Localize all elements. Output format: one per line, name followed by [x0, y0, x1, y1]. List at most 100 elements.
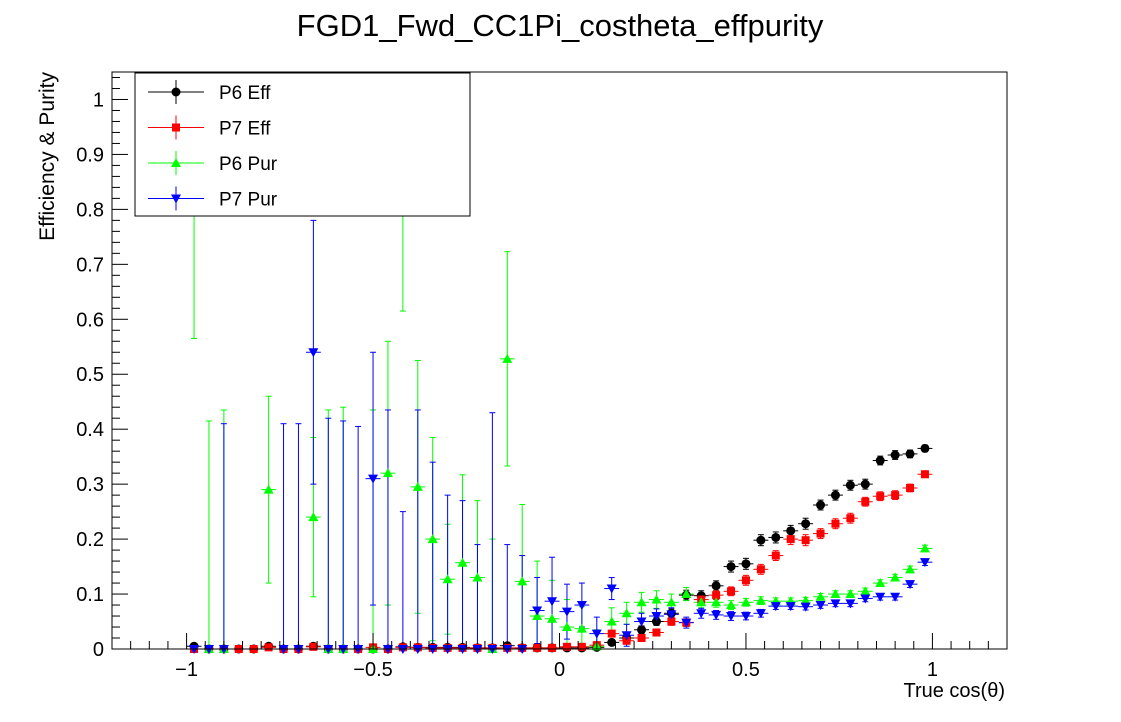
data-point — [801, 536, 810, 545]
y-tick-label: 0.4 — [76, 419, 104, 441]
data-point — [860, 479, 870, 489]
data-point — [770, 602, 781, 612]
data-point — [755, 609, 766, 619]
data-point — [876, 492, 885, 501]
y-tick-label: 0 — [93, 639, 104, 661]
data-point — [696, 597, 707, 607]
y-tick-label: 0.8 — [76, 199, 104, 221]
y-tick-label: 0.5 — [76, 364, 104, 386]
x-tick-label: 0 — [554, 659, 565, 681]
data-point — [533, 643, 542, 652]
y-tick-label: 0.3 — [76, 474, 104, 496]
y-tick-label: 0.6 — [76, 309, 104, 331]
data-point — [756, 535, 766, 545]
data-point — [382, 468, 393, 478]
x-axis: −1 −0.5 0 0.5 1 — [111, 633, 1008, 681]
data-point — [785, 602, 796, 612]
data-point — [562, 642, 571, 651]
legend-marker — [171, 158, 181, 167]
legend-box — [134, 72, 471, 217]
data-point — [830, 599, 841, 609]
data-point — [741, 576, 750, 585]
data-point — [786, 526, 796, 536]
data-point — [651, 594, 662, 604]
legend-marker — [171, 87, 181, 97]
x-tick-label: −0.5 — [353, 659, 392, 681]
data-point — [637, 625, 647, 635]
data-point — [264, 643, 273, 652]
y-axis: 0 0.1 0.2 0.3 0.4 0.5 0.6 0.7 0.8 0.9 1 — [76, 76, 128, 661]
data-point — [667, 617, 676, 626]
data-point — [591, 629, 602, 639]
data-point — [621, 631, 632, 641]
data-point — [711, 581, 721, 591]
x-axis-label: True cos(θ) — [903, 680, 1005, 702]
data-point — [740, 612, 751, 622]
legend-label: P6 Pur — [219, 154, 278, 175]
legend-marker — [172, 123, 180, 132]
y-tick-label: 0.1 — [76, 584, 104, 606]
data-point — [890, 450, 900, 460]
data-point — [651, 612, 662, 622]
data-point — [457, 557, 468, 567]
legend-marker — [171, 194, 181, 204]
data-point — [622, 636, 631, 645]
data-point — [308, 512, 319, 522]
data-point — [860, 594, 871, 604]
data-point — [532, 606, 543, 616]
data-point — [875, 592, 886, 602]
data-point — [845, 480, 855, 490]
data-point — [845, 599, 856, 609]
data-point — [577, 642, 586, 651]
data-point — [548, 643, 557, 652]
data-point — [800, 602, 811, 612]
data-point — [711, 597, 722, 607]
data-point — [726, 612, 737, 622]
y-tick-label: 0.2 — [76, 529, 104, 551]
data-point — [875, 456, 885, 466]
data-point — [816, 500, 826, 510]
data-point — [681, 589, 692, 599]
data-point — [891, 491, 900, 500]
data-point — [815, 601, 826, 611]
data-point — [547, 613, 558, 623]
data-point — [920, 443, 930, 453]
data-point — [666, 610, 677, 620]
data-point — [830, 589, 841, 599]
data-point — [919, 543, 930, 553]
data-point — [741, 559, 751, 569]
y-tick-label: 1 — [93, 89, 104, 111]
legend-label: P6 Eff — [219, 83, 271, 104]
data-point — [846, 514, 855, 523]
data-point — [815, 591, 826, 601]
data-point — [547, 597, 558, 607]
data-point — [651, 617, 661, 627]
data-point — [800, 595, 811, 605]
legend-label: P7 Eff — [219, 119, 271, 140]
data-point — [905, 564, 916, 574]
data-point — [906, 483, 915, 492]
data-point — [636, 617, 647, 627]
data-point — [472, 572, 483, 582]
data-point — [606, 584, 617, 594]
legend-label: P7 Pur — [219, 190, 278, 211]
y-axis-label: Efficiency & Purity — [36, 72, 59, 241]
data-point — [905, 449, 915, 459]
data-point — [830, 490, 840, 500]
data-point — [875, 578, 886, 588]
data-point — [561, 607, 572, 617]
x-tick-label: −1 — [175, 659, 198, 681]
data-point — [861, 497, 870, 506]
data-point — [561, 622, 572, 632]
data-point — [606, 616, 617, 626]
data-point — [681, 618, 692, 628]
data-point — [517, 576, 528, 586]
data-point — [786, 535, 795, 544]
data-point — [771, 532, 781, 542]
data-point — [696, 609, 707, 619]
y-tick-label: 0.7 — [76, 254, 104, 276]
data-point — [427, 534, 438, 544]
chart-title: FGD1_Fwd_CC1Pi_costheta_effpurity — [297, 8, 824, 43]
data-point — [727, 587, 736, 596]
